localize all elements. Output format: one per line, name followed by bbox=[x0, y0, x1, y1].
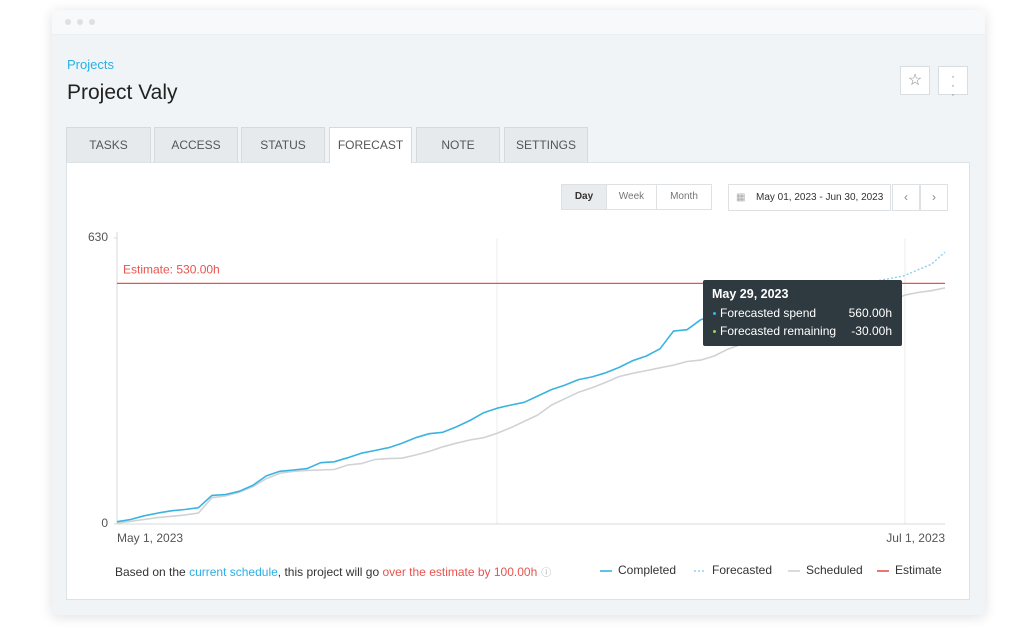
range-button[interactable]: Month bbox=[656, 184, 712, 210]
series-line bbox=[116, 304, 742, 523]
tab[interactable]: STATUS bbox=[241, 127, 325, 162]
tooltip-value: -30.00h bbox=[851, 324, 892, 338]
page-title: Project Valy bbox=[67, 81, 178, 104]
series-line bbox=[741, 251, 946, 306]
forecast-panel bbox=[66, 162, 970, 600]
legend-label: Estimate bbox=[895, 563, 942, 577]
legend-label: Forecasted bbox=[712, 563, 772, 577]
summary: Based on the current schedule, this proj… bbox=[115, 564, 551, 579]
x-tick-label: May 1, 2023 bbox=[117, 531, 183, 545]
legend-label: Scheduled bbox=[806, 563, 863, 577]
range-button[interactable]: Day bbox=[561, 184, 607, 210]
estimate-label: Estimate: 530.00h bbox=[123, 263, 220, 277]
tooltip-dot bbox=[713, 330, 716, 333]
info-icon: ⓘ bbox=[541, 568, 552, 579]
summary-text: Based on the bbox=[115, 565, 190, 579]
tooltip-value: 560.00h bbox=[848, 306, 892, 320]
date-range[interactable]: ▦ May 01, 2023 - Jun 30, 2023 bbox=[728, 184, 891, 211]
summary-text: , this project will go bbox=[277, 565, 383, 579]
window-dot bbox=[65, 19, 71, 25]
tab[interactable]: SETTINGS bbox=[504, 127, 588, 162]
tab[interactable]: NOTE bbox=[416, 127, 500, 162]
chart: 0 630 May 1, 2023 Jul 1, 2023 Estimate: 530.… bbox=[88, 230, 946, 577]
summary-link[interactable]: current schedule bbox=[189, 565, 278, 579]
tooltip-title: May 29, 2023 bbox=[712, 287, 789, 301]
window-dot bbox=[89, 19, 95, 25]
tab-active[interactable]: FORECAST bbox=[329, 127, 412, 163]
date-range-text: May 01, 2023 - Jun 30, 2023 bbox=[756, 192, 884, 203]
tooltip-label: Forecasted remaining bbox=[720, 324, 837, 338]
next-button[interactable]: › bbox=[920, 184, 948, 211]
star-button[interactable]: ☆ bbox=[900, 66, 930, 95]
x-tick-label: Jul 1, 2023 bbox=[886, 531, 945, 545]
more-button[interactable]: · · · bbox=[938, 66, 968, 100]
tooltip: May 29, 2023 Forecasted spend 560.00h Fo… bbox=[703, 280, 902, 346]
tooltip-dot bbox=[713, 312, 716, 315]
window-dot bbox=[77, 19, 83, 25]
legend-label: Completed bbox=[618, 563, 676, 577]
breadcrumb[interactable]: Projects bbox=[67, 57, 114, 72]
tab[interactable]: TASKS bbox=[66, 127, 151, 162]
summary-warning: over the estimate by 100.00h bbox=[382, 565, 538, 579]
y-tick-label: 630 bbox=[88, 230, 108, 244]
tab[interactable]: ACCESS bbox=[154, 127, 238, 162]
window-bar bbox=[52, 10, 985, 35]
prev-button[interactable]: ‹ bbox=[892, 184, 920, 211]
range-button[interactable]: Week bbox=[606, 184, 657, 210]
y-tick-label: 0 bbox=[101, 516, 108, 530]
calendar-icon: ▦ bbox=[736, 192, 746, 203]
tooltip-label: Forecasted spend bbox=[720, 306, 817, 320]
